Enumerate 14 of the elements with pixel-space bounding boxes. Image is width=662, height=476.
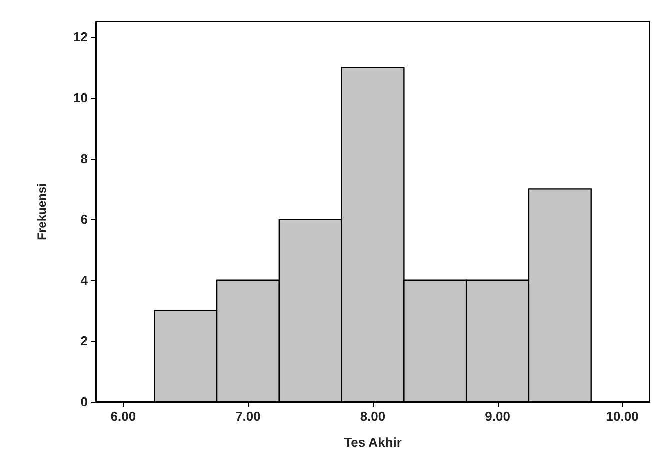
y-tick-label: 4 [80,272,89,288]
y-tick-label: 6 [80,212,88,228]
x-tick-label: 10.00 [606,409,639,424]
y-axis-title: Frekuensi [35,184,49,240]
x-tick-label: 7.00 [236,409,261,424]
y-tick-label: 8 [80,151,88,166]
y-tick-label: 10 [74,90,88,106]
x-tick-label: 9.00 [485,409,510,424]
y-tick-label: 12 [74,30,88,45]
y-tick-label: 2 [80,334,88,349]
y-tick-label: 0 [80,394,88,410]
x-axis-title: Tes Akhir [344,435,402,450]
x-tick-label: 6.00 [110,409,136,424]
x-tick-label: 8.00 [360,409,386,424]
